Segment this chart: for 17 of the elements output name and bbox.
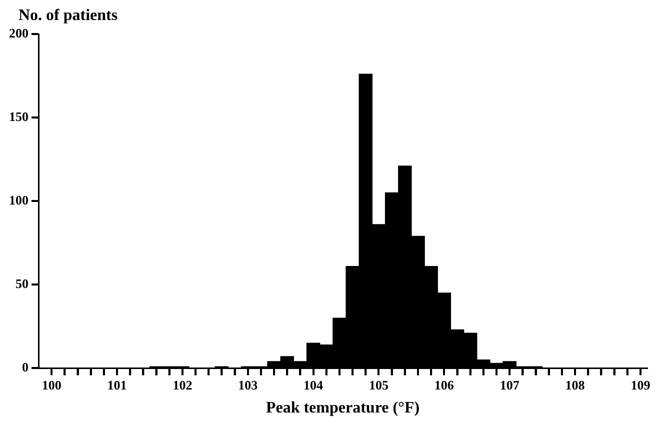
x-axis-title: Peak temperature (°F)	[266, 400, 420, 417]
x-tick-label: 105	[368, 377, 389, 392]
x-tick-label: 101	[107, 377, 127, 392]
y-tick-label: 200	[9, 25, 28, 40]
y-tick-label: 50	[16, 276, 28, 292]
x-tick-label: 100	[42, 377, 62, 392]
x-tick-label: 108	[565, 377, 586, 392]
y-tick-label: 100	[9, 192, 28, 208]
y-axis-title: No. of patients	[18, 7, 118, 24]
y-tick-label: 0	[22, 360, 28, 375]
x-tick-label: 102	[172, 377, 192, 392]
x-tick-label: 103	[238, 377, 258, 392]
x-tick-label: 109	[630, 377, 651, 392]
x-tick-label: 106	[434, 377, 454, 392]
x-tick-label: 104	[304, 377, 324, 392]
y-tick-label: 150	[9, 108, 28, 124]
x-tick-label: 107	[500, 377, 520, 392]
